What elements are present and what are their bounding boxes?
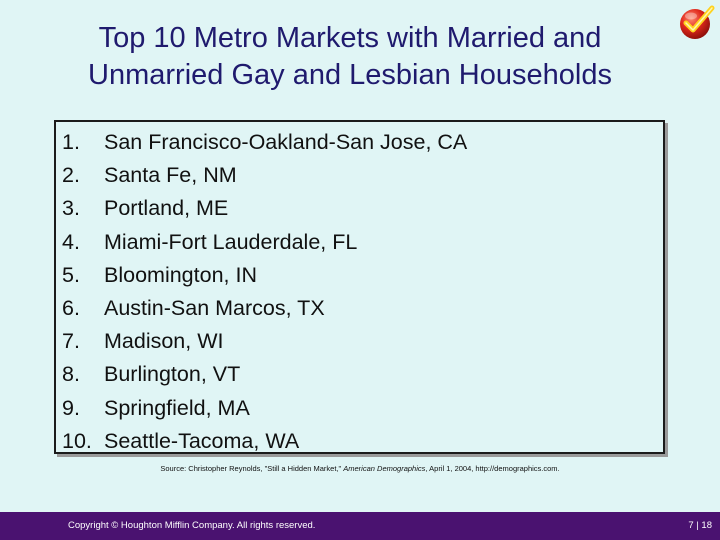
- list-item-number: 4.: [62, 229, 80, 254]
- list-item-text: Santa Fe, NM: [104, 163, 237, 188]
- list-item: 9. Springfield, MA: [62, 392, 663, 425]
- slide-title: Top 10 Metro Markets with Married and Un…: [30, 20, 670, 94]
- source-publication: American Demographics: [343, 464, 426, 473]
- source-suffix: , April 1, 2004, http://demographics.com…: [425, 464, 560, 473]
- list-item: 1. San Francisco-Oakland-San Jose, CA: [62, 126, 663, 159]
- list-item-number: 5.: [62, 262, 80, 287]
- list-item-number: 8.: [62, 362, 80, 387]
- list-item-text: Bloomington, IN: [104, 262, 257, 287]
- list-item: 8. Burlington, VT: [62, 358, 663, 391]
- list-item: 4. Miami-Fort Lauderdale, FL: [62, 226, 663, 259]
- list-item-text: Madison, WI: [104, 329, 224, 354]
- list-item-number: 2.: [62, 163, 80, 188]
- list-item: 7. Madison, WI: [62, 325, 663, 358]
- title-line-1: Top 10 Metro Markets with Married and: [98, 22, 602, 54]
- list-item: 3. Portland, ME: [62, 192, 663, 225]
- footer-bar: Copyright © Houghton Mifflin Company. Al…: [0, 512, 720, 540]
- metro-market-list: 1. San Francisco-Oakland-San Jose, CA 2.…: [54, 120, 665, 454]
- list-item-number: 7.: [62, 329, 80, 354]
- list-item-text: Burlington, VT: [104, 362, 241, 387]
- list-item-text: Springfield, MA: [104, 395, 250, 420]
- list-item: 10. Seattle-Tacoma, WA: [62, 425, 663, 458]
- list-item: 2. Santa Fe, NM: [62, 159, 663, 192]
- list-item-text: Austin-San Marcos, TX: [104, 296, 325, 321]
- page-number: 7 | 18: [688, 520, 712, 531]
- title-line-2: Unmarried Gay and Lesbian Households: [88, 59, 612, 91]
- list-item-number: 9.: [62, 395, 80, 420]
- list-item-number: 10.: [62, 428, 92, 453]
- list-item-text: Seattle-Tacoma, WA: [104, 428, 300, 453]
- list-item-text: Portland, ME: [104, 196, 229, 221]
- list-item-number: 3.: [62, 196, 80, 221]
- list-item-text: San Francisco-Oakland-San Jose, CA: [104, 130, 468, 154]
- list-item: 5. Bloomington, IN: [62, 259, 663, 292]
- copyright-text: Copyright © Houghton Mifflin Company. Al…: [68, 520, 316, 531]
- checkmark-icon: [678, 4, 716, 42]
- list-item-text: Miami-Fort Lauderdale, FL: [104, 229, 358, 254]
- list-item: 6. Austin-San Marcos, TX: [62, 292, 663, 325]
- source-prefix: Source: Christopher Reynolds, "Still a H…: [160, 464, 344, 473]
- list-item-number: 6.: [62, 296, 80, 321]
- source-citation: Source: Christopher Reynolds, "Still a H…: [0, 464, 720, 473]
- list-item-number: 1.: [62, 130, 80, 154]
